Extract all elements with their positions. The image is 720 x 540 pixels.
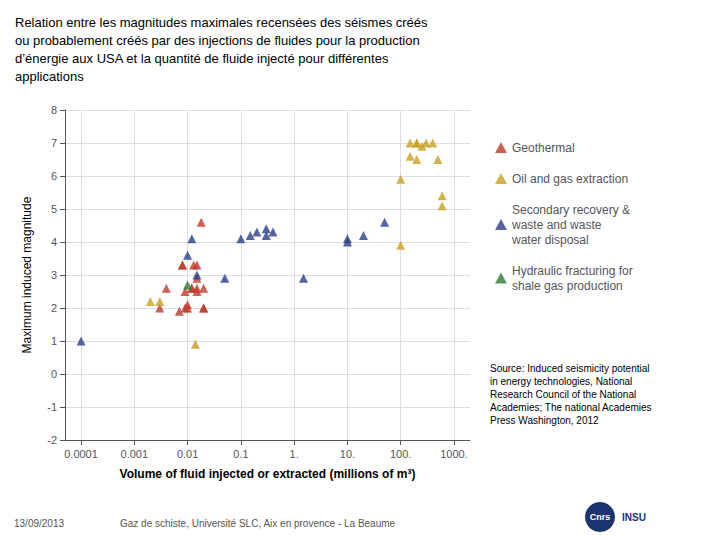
svg-text:0.1: 0.1	[233, 448, 248, 460]
svg-text:4: 4	[51, 236, 57, 248]
svg-text:shale gas production: shale gas production	[512, 279, 623, 293]
svg-text:Cnrs: Cnrs	[590, 512, 611, 522]
svg-text:6: 6	[51, 170, 57, 182]
svg-text:8: 8	[51, 104, 57, 116]
svg-text:1: 1	[51, 335, 57, 347]
svg-text:Hydraulic fracturing for: Hydraulic fracturing for	[512, 264, 633, 278]
svg-text:0.0001: 0.0001	[64, 448, 98, 460]
svg-text:Volume of fluid injected or ex: Volume of fluid injected or extracted (m…	[120, 467, 416, 481]
svg-text:Source: Induced seismicity pot: Source: Induced seismicity potential	[490, 363, 650, 374]
svg-text:INSU: INSU	[622, 512, 646, 523]
svg-text:applications: applications	[15, 69, 84, 84]
svg-text:Academies; The national Academ: Academies; The national Academies	[490, 402, 652, 413]
svg-text:5: 5	[51, 203, 57, 215]
svg-text:in energy technologies, Nation: in energy technologies, National	[490, 376, 632, 387]
svg-text:3: 3	[51, 269, 57, 281]
svg-text:1.: 1.	[290, 448, 299, 460]
svg-text:water disposal: water disposal	[511, 233, 589, 247]
svg-text:ou probablement créés par des: ou probablement créés par des injections…	[15, 33, 420, 48]
svg-text:Gaz de schiste, Université SLC: Gaz de schiste, Université SLC, Aix en p…	[120, 518, 396, 529]
svg-text:0.001: 0.001	[121, 448, 149, 460]
svg-text:10.: 10.	[340, 448, 355, 460]
svg-text:100.: 100.	[390, 448, 411, 460]
svg-text:2: 2	[51, 302, 57, 314]
svg-text:0.01: 0.01	[177, 448, 198, 460]
svg-text:Oil and gas extraction: Oil and gas extraction	[512, 172, 628, 186]
svg-text:Secondary recovery &: Secondary recovery &	[512, 203, 630, 217]
svg-text:1000.: 1000.	[440, 448, 468, 460]
svg-text:-1: -1	[47, 401, 57, 413]
svg-text:13/09/2013: 13/09/2013	[14, 518, 64, 529]
svg-text:Research Council of the Nation: Research Council of the National	[490, 389, 636, 400]
svg-text:-2: -2	[47, 434, 57, 446]
svg-text:Relation entre les magnitudes: Relation entre les magnitudes maximales …	[15, 15, 428, 30]
svg-text:0: 0	[51, 368, 57, 380]
svg-text:7: 7	[51, 137, 57, 149]
svg-text:d’énergie aux USA et la quanti: d’énergie aux USA et la quantité de flui…	[15, 51, 389, 66]
svg-text:Geothermal: Geothermal	[512, 141, 575, 155]
svg-text:Maximum induced magnitude: Maximum induced magnitude	[20, 196, 34, 353]
svg-text:Press Washington, 2012: Press Washington, 2012	[490, 415, 599, 426]
svg-text:waste and waste: waste and waste	[511, 218, 602, 232]
